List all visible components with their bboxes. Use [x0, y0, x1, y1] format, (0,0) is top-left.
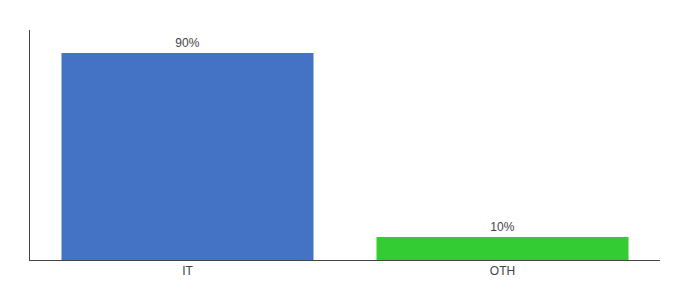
svg-text:10%: 10%: [490, 220, 514, 234]
svg-text:90%: 90%: [175, 36, 199, 50]
svg-text:IT: IT: [182, 264, 193, 278]
svg-text:OTH: OTH: [490, 264, 515, 278]
